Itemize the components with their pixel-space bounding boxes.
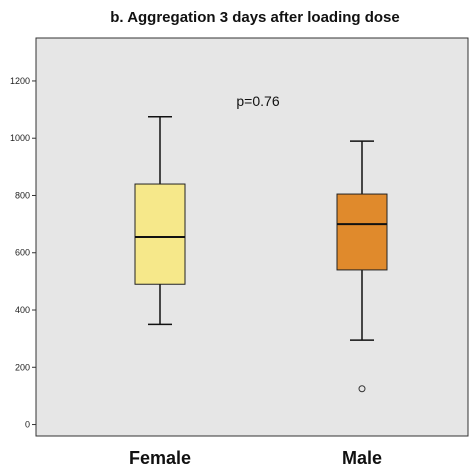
iqr-box xyxy=(134,183,186,285)
x-category-label: Male xyxy=(342,448,382,468)
y-tick-label: 400 xyxy=(15,305,30,315)
x-axis-labels: Female Male xyxy=(129,448,382,468)
outlier-point xyxy=(358,385,366,393)
p-value-annotation: p=0.76 xyxy=(236,93,279,109)
y-tick-label: 800 xyxy=(15,190,30,200)
y-tick-label: 1000 xyxy=(10,133,30,143)
x-category-label: Female xyxy=(129,448,191,468)
box-female xyxy=(134,115,186,326)
y-tick-label: 1200 xyxy=(10,76,30,86)
y-tick-label: 600 xyxy=(15,248,30,258)
y-tick-label: 200 xyxy=(15,362,30,372)
boxes-group xyxy=(134,115,388,393)
y-axis: 0 200 400 600 800 1000 1200 xyxy=(10,76,36,430)
iqr-box xyxy=(336,193,388,271)
chart-title: b. Aggregation 3 days after loading dose xyxy=(110,9,400,26)
box-male xyxy=(336,140,388,393)
y-tick-label: 0 xyxy=(25,420,30,430)
plot-area xyxy=(35,37,469,437)
